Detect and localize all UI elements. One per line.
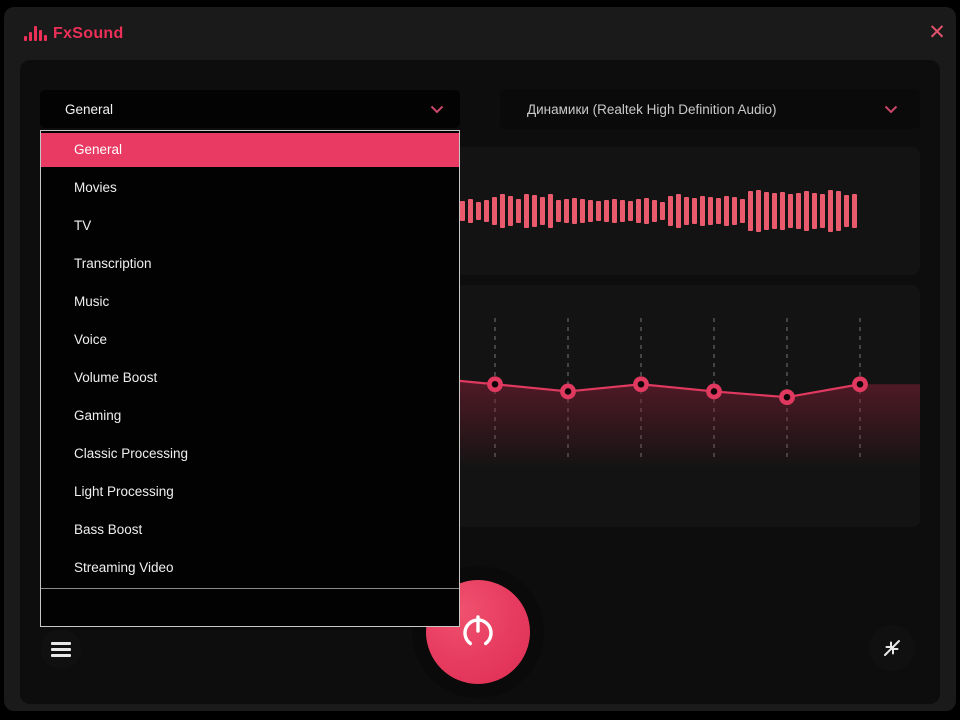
waveform-bar [612, 199, 617, 223]
close-icon[interactable]: ✕ [928, 21, 946, 44]
preset-menu-item[interactable]: Classic Processing [74, 446, 189, 461]
waveform-bar [844, 195, 849, 227]
waveform-bar [684, 197, 689, 225]
menu-divider [41, 588, 459, 589]
preset-menu-item[interactable]: Music [74, 294, 110, 309]
waveform-bar [516, 199, 521, 223]
waveform-bar [676, 194, 681, 228]
waveform-bar [780, 192, 785, 230]
preset-select[interactable]: General [40, 90, 460, 128]
preset-menu-item[interactable]: Volume Boost [74, 370, 158, 385]
waveform-bar [804, 191, 809, 231]
preset-menu-list: General Movies TV Transcription Music Voice Vo… [41, 133, 459, 587]
waveform-bar [852, 194, 857, 228]
waveform-bar [548, 194, 553, 228]
preset-menu-item[interactable]: Streaming Video [74, 560, 174, 575]
waveform-bar [644, 198, 649, 224]
waveform-bar [468, 199, 473, 223]
waveform-bar [836, 191, 841, 231]
preset-menu-item[interactable]: Movies [74, 180, 117, 195]
waveform-bar [812, 193, 817, 229]
power-button-ring [412, 566, 544, 698]
preset-menu-item[interactable]: Voice [74, 332, 108, 347]
menu-partial-row[interactable] [41, 589, 459, 625]
collapse-button[interactable] [869, 625, 915, 671]
waveform-bar [604, 200, 609, 222]
preset-select-value: General [65, 101, 114, 117]
waveform-bars [444, 147, 857, 275]
waveform-bar [596, 201, 601, 221]
waveform-bar [748, 191, 753, 231]
eq-chart-svg[interactable] [40, 285, 920, 527]
waveform-bar [556, 200, 561, 222]
waveform-bar [660, 202, 665, 220]
waveform-bar [492, 197, 497, 225]
waveform-bar [500, 194, 505, 228]
hamburger-icon [51, 641, 71, 657]
waveform-bar [588, 200, 593, 222]
waveform-bar [628, 201, 633, 221]
waveform-bar [756, 190, 761, 232]
waveform-bar [828, 190, 833, 232]
waveform-bar [788, 194, 793, 228]
waveform-bar [572, 198, 577, 224]
waveform-bar [532, 195, 537, 227]
waveform-bar [476, 202, 481, 220]
preset-menu-item[interactable]: Gaming [74, 408, 122, 423]
chevron-down-icon [430, 105, 444, 113]
preset-menu-item[interactable]: Bass Boost [74, 522, 143, 537]
device-select-value: Динамики (Realtek High Definition Audio) [527, 101, 777, 117]
waveform-bar [772, 193, 777, 229]
waveform-bar [620, 200, 625, 222]
waveform-bar [740, 199, 745, 223]
waveform-bar [708, 197, 713, 225]
chevron-down-icon [884, 105, 898, 113]
collapse-inward-icon [884, 640, 900, 656]
waveform-bar [700, 196, 705, 226]
device-select[interactable]: Динамики (Realtek High Definition Audio) [500, 89, 920, 129]
waveform-bar [716, 198, 721, 224]
waveform-bar [692, 198, 697, 224]
waveform-bar [764, 192, 769, 230]
preset-menu-item[interactable]: Transcription [74, 256, 152, 271]
preset-dropdown-menu: General Movies TV Transcription Music Voice Vo… [40, 130, 460, 627]
waveform-bar [484, 200, 489, 222]
waveform-bar [724, 196, 729, 226]
waveform-bar [540, 197, 545, 225]
waveform-bar [668, 196, 673, 226]
preset-menu-item[interactable]: Light Processing [74, 484, 174, 499]
waveform-bar [580, 199, 585, 223]
app-title: FxSound [53, 25, 124, 42]
waveform-bar [820, 194, 825, 228]
power-button[interactable] [426, 580, 530, 684]
preset-menu-item[interactable]: General [41, 133, 459, 167]
title-bar: FxSound ✕ [4, 7, 956, 59]
waveform-bar [508, 196, 513, 226]
waveform-bar [652, 200, 657, 222]
app-logo: FxSound [24, 25, 124, 43]
waveform-bar [564, 199, 569, 223]
waveform-bar [732, 197, 737, 225]
waveform-bar [460, 201, 465, 221]
preset-menu-item[interactable]: TV [74, 218, 92, 233]
waveform-bar [524, 194, 529, 228]
logo-equalizer-icon [24, 26, 47, 43]
waveform-bar [796, 193, 801, 229]
waveform-bar [636, 199, 641, 223]
power-icon [463, 615, 493, 648]
menu-button[interactable] [41, 629, 81, 669]
